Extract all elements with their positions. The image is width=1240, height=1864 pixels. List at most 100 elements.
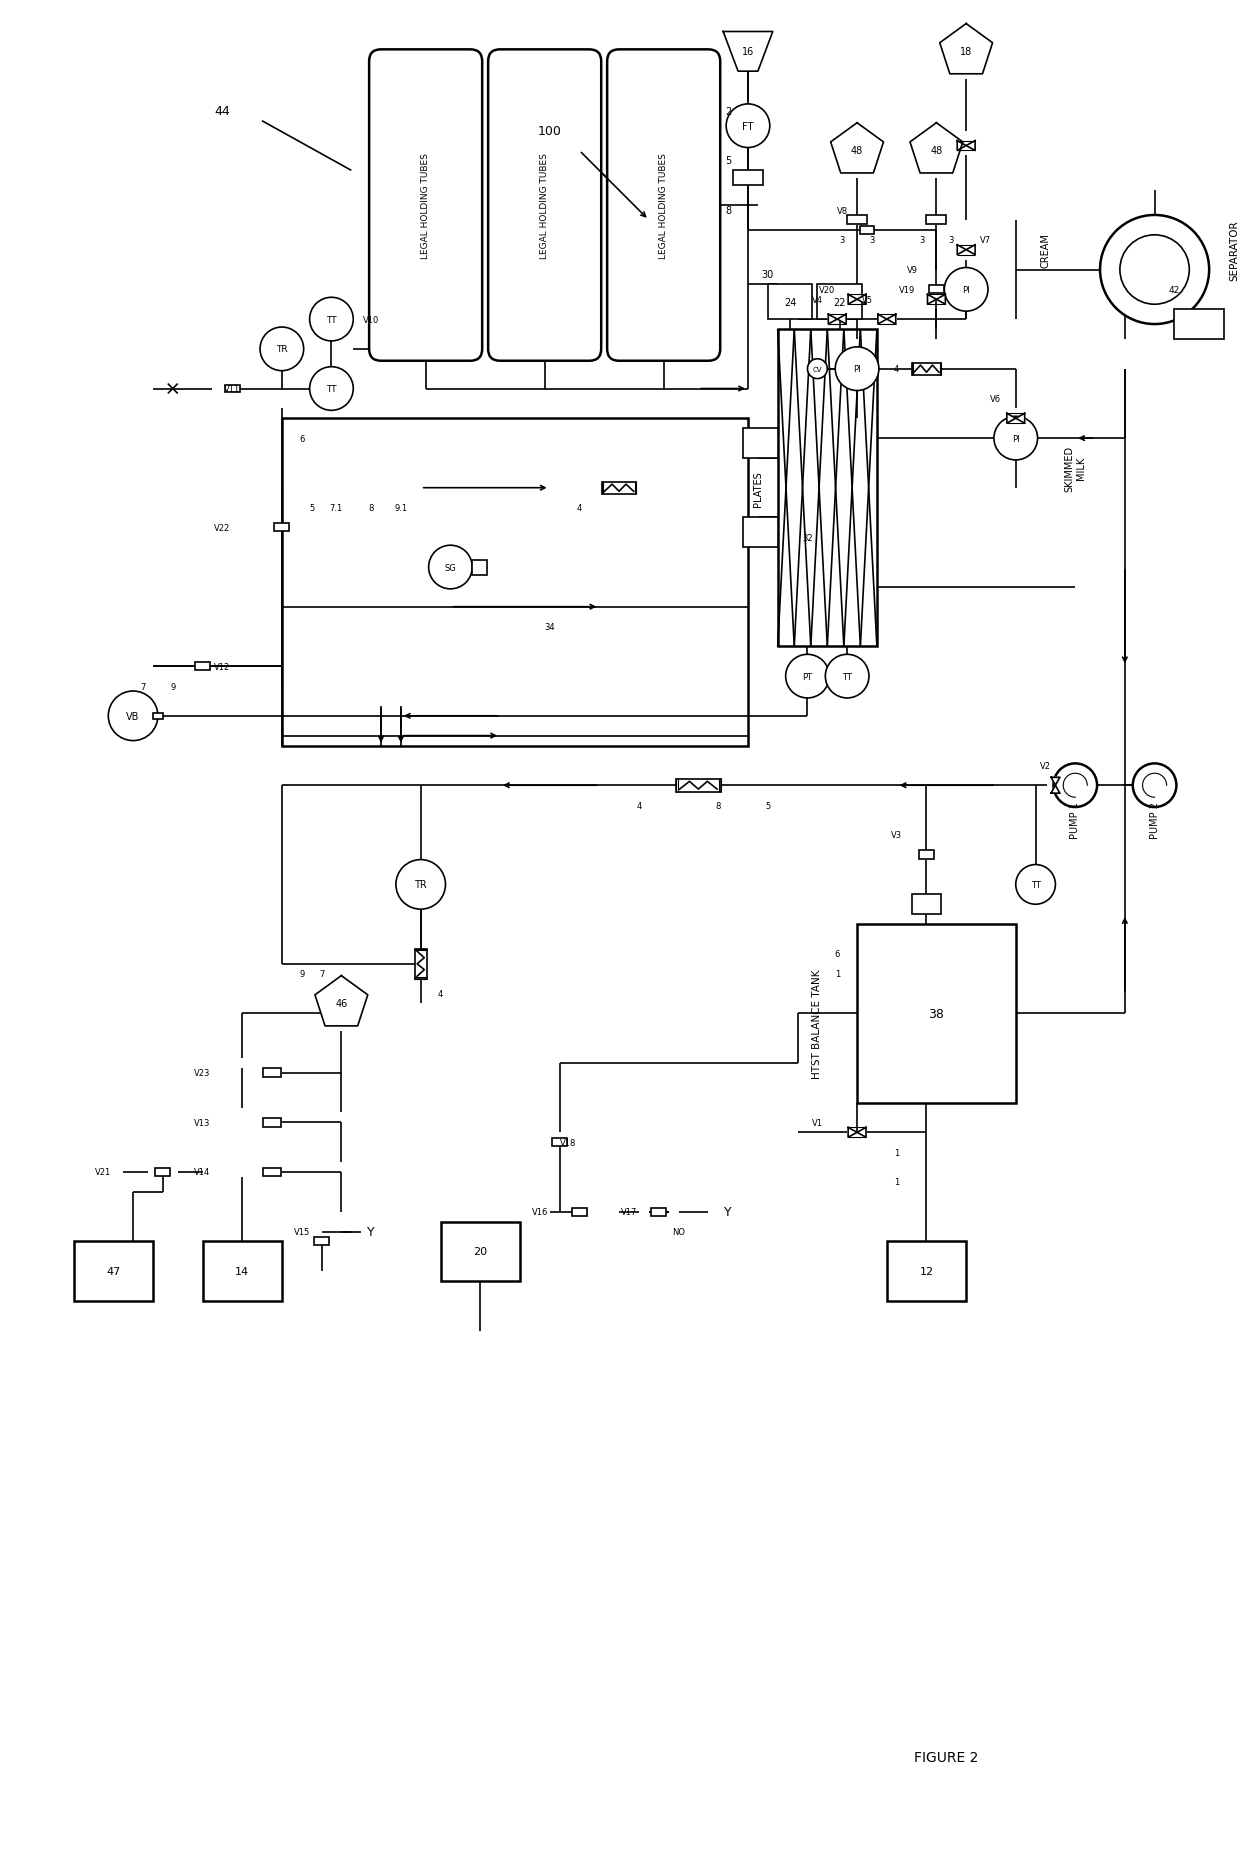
- Text: VB: VB: [126, 712, 140, 721]
- Text: V3: V3: [892, 831, 903, 841]
- Text: PUMP 1: PUMP 1: [1070, 802, 1080, 839]
- Polygon shape: [848, 295, 857, 306]
- Bar: [440, 1223, 520, 1281]
- Text: PI: PI: [853, 365, 861, 375]
- Text: FIGURE 2: FIGURE 2: [914, 1750, 978, 1763]
- Bar: [263, 1169, 281, 1176]
- FancyBboxPatch shape: [608, 50, 720, 362]
- Bar: [929, 287, 944, 295]
- Text: 24: 24: [784, 298, 796, 308]
- Bar: [743, 429, 777, 459]
- Text: 4: 4: [636, 802, 641, 811]
- Text: CV: CV: [812, 367, 822, 373]
- Text: 6: 6: [835, 951, 839, 958]
- Bar: [817, 285, 862, 321]
- Text: NO: NO: [672, 1227, 684, 1236]
- Bar: [777, 330, 877, 647]
- Circle shape: [396, 859, 445, 910]
- Polygon shape: [315, 977, 368, 1027]
- Bar: [274, 524, 289, 531]
- FancyBboxPatch shape: [489, 50, 601, 362]
- Text: 3: 3: [869, 237, 874, 246]
- Bar: [263, 1118, 281, 1128]
- Text: TR: TR: [277, 345, 288, 354]
- Text: 48: 48: [930, 147, 942, 157]
- Text: 9: 9: [170, 682, 175, 692]
- Text: 22: 22: [833, 298, 846, 308]
- Text: V17: V17: [621, 1208, 637, 1217]
- Text: PLATES: PLATES: [753, 470, 763, 507]
- Bar: [676, 779, 720, 792]
- Text: 4: 4: [438, 990, 443, 999]
- Text: PI: PI: [1012, 434, 1019, 444]
- Circle shape: [786, 654, 830, 699]
- Polygon shape: [1007, 414, 1016, 423]
- Bar: [552, 1139, 567, 1146]
- Text: 38: 38: [929, 1007, 945, 1020]
- Text: 8: 8: [725, 205, 732, 216]
- Text: CREAM: CREAM: [1040, 233, 1050, 268]
- Circle shape: [1100, 216, 1209, 324]
- Polygon shape: [857, 295, 866, 306]
- Bar: [601, 483, 636, 494]
- Bar: [859, 227, 874, 235]
- Text: V22: V22: [215, 524, 231, 533]
- Bar: [768, 285, 812, 321]
- Bar: [224, 386, 239, 393]
- Text: 2: 2: [725, 106, 732, 117]
- Text: HTST BALANCE TANK: HTST BALANCE TANK: [812, 969, 822, 1079]
- Text: 32: 32: [802, 533, 812, 542]
- Text: SEPARATOR: SEPARATOR: [1229, 220, 1239, 281]
- Text: V13: V13: [195, 1118, 211, 1128]
- Text: 5: 5: [309, 503, 314, 513]
- Text: 30: 30: [761, 270, 774, 280]
- Polygon shape: [910, 123, 962, 173]
- Bar: [926, 216, 946, 226]
- Text: 1: 1: [894, 1148, 899, 1158]
- Text: TT: TT: [1030, 880, 1040, 889]
- Text: 1: 1: [835, 969, 839, 979]
- Circle shape: [1016, 865, 1055, 904]
- Polygon shape: [1052, 787, 1060, 794]
- Text: TT: TT: [326, 384, 337, 393]
- Text: PT: PT: [802, 673, 812, 680]
- Circle shape: [994, 418, 1038, 460]
- Bar: [202, 1241, 281, 1301]
- Bar: [572, 1208, 587, 1215]
- Text: 5: 5: [725, 157, 732, 166]
- Text: 16: 16: [742, 47, 754, 58]
- Bar: [1174, 309, 1224, 339]
- Text: V11: V11: [224, 384, 241, 393]
- Polygon shape: [848, 1128, 857, 1137]
- Bar: [887, 1241, 966, 1301]
- Bar: [911, 363, 941, 375]
- Bar: [847, 216, 867, 226]
- Text: TT: TT: [842, 673, 852, 680]
- Text: V14: V14: [195, 1169, 211, 1176]
- FancyBboxPatch shape: [370, 50, 482, 362]
- Text: V6: V6: [991, 395, 1002, 404]
- Text: V15: V15: [294, 1227, 310, 1236]
- Text: 9.1: 9.1: [394, 503, 408, 513]
- Bar: [743, 518, 777, 548]
- Bar: [472, 561, 487, 576]
- Text: FT: FT: [743, 121, 754, 132]
- Circle shape: [1133, 764, 1177, 807]
- Text: V2: V2: [1040, 762, 1052, 770]
- Text: V19: V19: [899, 285, 915, 295]
- Text: 12: 12: [919, 1266, 934, 1277]
- Text: V8: V8: [837, 207, 848, 216]
- Text: V20: V20: [820, 285, 836, 295]
- Text: 6: 6: [299, 434, 304, 444]
- Text: SKIMMED
MILK: SKIMMED MILK: [1064, 445, 1086, 492]
- Text: 8: 8: [715, 802, 720, 811]
- Polygon shape: [940, 24, 992, 75]
- Circle shape: [260, 328, 304, 371]
- Text: 4: 4: [894, 365, 899, 375]
- Polygon shape: [957, 246, 966, 255]
- Text: 47: 47: [107, 1266, 120, 1277]
- Text: V12: V12: [215, 662, 231, 671]
- Text: 8: 8: [368, 503, 373, 513]
- Polygon shape: [1016, 414, 1024, 423]
- Text: V1: V1: [812, 1118, 823, 1128]
